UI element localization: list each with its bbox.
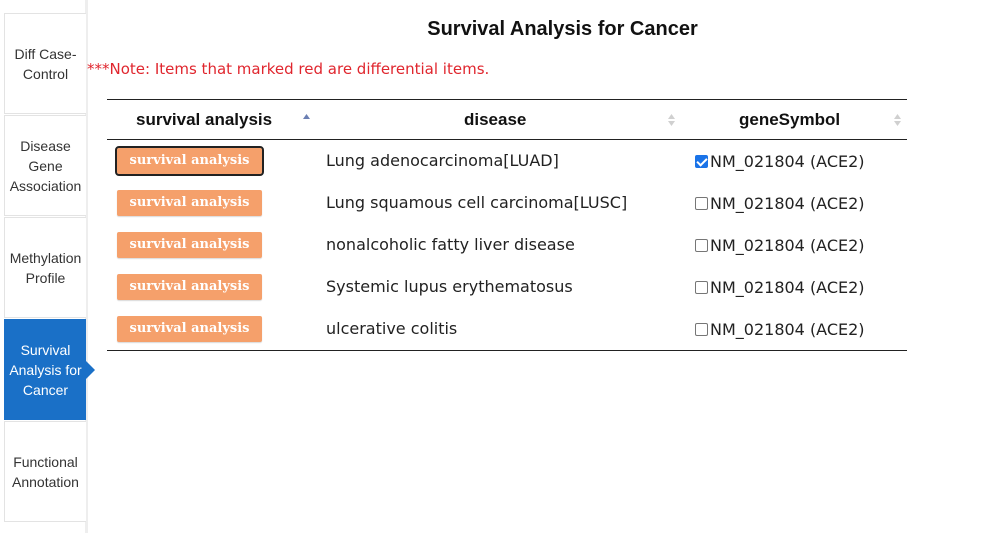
column-header-label: geneSymbol: [739, 110, 841, 129]
active-indicator-arrow-icon: [86, 360, 95, 379]
sidebar-item-label: Methylation Profile: [9, 249, 82, 286]
sidebar-item-label: Survival Analysis for Cancer: [9, 341, 82, 398]
sidebar-item-label: Disease Gene Association: [9, 137, 82, 194]
gene-cell: NM_021804 (ACE2): [695, 266, 865, 308]
gene-cell: NM_021804 (ACE2): [695, 140, 865, 182]
disease-cell: Lung squamous cell carcinoma[LUSC]: [326, 193, 628, 212]
gene-cell: NM_021804 (ACE2): [695, 182, 865, 224]
survival-analysis-button[interactable]: survival analysis: [117, 190, 262, 216]
survival-analysis-button[interactable]: survival analysis: [117, 316, 262, 342]
gene-symbol: NM_021804 (ACE2): [710, 319, 865, 339]
gene-symbol: NM_021804 (ACE2): [710, 151, 865, 171]
sidebar-nav: Diff Case- Control Disease Gene Associat…: [0, 0, 95, 533]
gene-cell: NM_021804 (ACE2): [695, 308, 865, 350]
disease-cell: nonalcoholic fatty liver disease: [326, 235, 575, 254]
table-row: survival analysis Lung squamous cell car…: [107, 182, 907, 224]
gene-checkbox[interactable]: [695, 322, 708, 336]
survival-analysis-button[interactable]: survival analysis: [117, 274, 262, 300]
disease-cell: Lung adenocarcinoma[LUAD]: [326, 151, 559, 170]
column-header-label: disease: [464, 110, 527, 129]
survival-analysis-button[interactable]: survival analysis: [115, 146, 264, 176]
sort-both-icon[interactable]: [667, 112, 676, 128]
gene-symbol: NM_021804 (ACE2): [710, 193, 865, 213]
results-table: survival analysis disease geneSymbol sur…: [107, 99, 907, 351]
sort-ascending-icon[interactable]: [302, 112, 311, 128]
sort-both-icon[interactable]: [893, 112, 902, 128]
gene-checkbox[interactable]: [695, 196, 708, 210]
gene-checkbox[interactable]: [695, 154, 708, 168]
sidebar-item-label: Diff Case- Control: [14, 45, 77, 82]
disease-cell: Systemic lupus erythematosus: [326, 277, 573, 296]
gene-checkbox[interactable]: [695, 280, 708, 294]
table-header: survival analysis disease geneSymbol: [107, 99, 907, 140]
gene-cell: NM_021804 (ACE2): [695, 224, 865, 266]
gene-symbol: NM_021804 (ACE2): [710, 235, 865, 255]
sidebar-item-diff-case-control[interactable]: Diff Case- Control: [4, 13, 86, 114]
column-header-genesymbol[interactable]: geneSymbol: [739, 100, 840, 140]
page-title: Survival Analysis for Cancer: [427, 18, 698, 40]
table-row: survival analysis Systemic lupus erythem…: [107, 266, 907, 308]
table-body: survival analysis Lung adenocarcinoma[LU…: [107, 140, 907, 351]
table-row: survival analysis ulcerative colitis NM_…: [107, 308, 907, 350]
differential-note: ***Note: Items that marked red are diffe…: [87, 60, 490, 78]
sidebar-item-functional-annotation[interactable]: Functional Annotation: [4, 421, 86, 522]
table-row: survival analysis nonalcoholic fatty liv…: [107, 224, 907, 266]
disease-cell: ulcerative colitis: [326, 319, 458, 338]
sidebar-item-disease-gene-association[interactable]: Disease Gene Association: [4, 115, 86, 216]
gene-checkbox[interactable]: [695, 238, 708, 252]
gene-symbol: NM_021804 (ACE2): [710, 277, 865, 297]
column-header-disease[interactable]: disease: [464, 100, 526, 140]
sidebar-item-methylation-profile[interactable]: Methylation Profile: [4, 217, 86, 318]
sidebar-item-label: Functional Annotation: [12, 453, 79, 490]
column-header-survival-analysis[interactable]: survival analysis: [136, 100, 272, 140]
table-row: survival analysis Lung adenocarcinoma[LU…: [107, 140, 907, 182]
sidebar-item-survival-analysis[interactable]: Survival Analysis for Cancer: [4, 319, 95, 420]
survival-analysis-button[interactable]: survival analysis: [117, 232, 262, 258]
column-header-label: survival analysis: [136, 110, 273, 129]
sidebar-rail: [85, 0, 88, 533]
